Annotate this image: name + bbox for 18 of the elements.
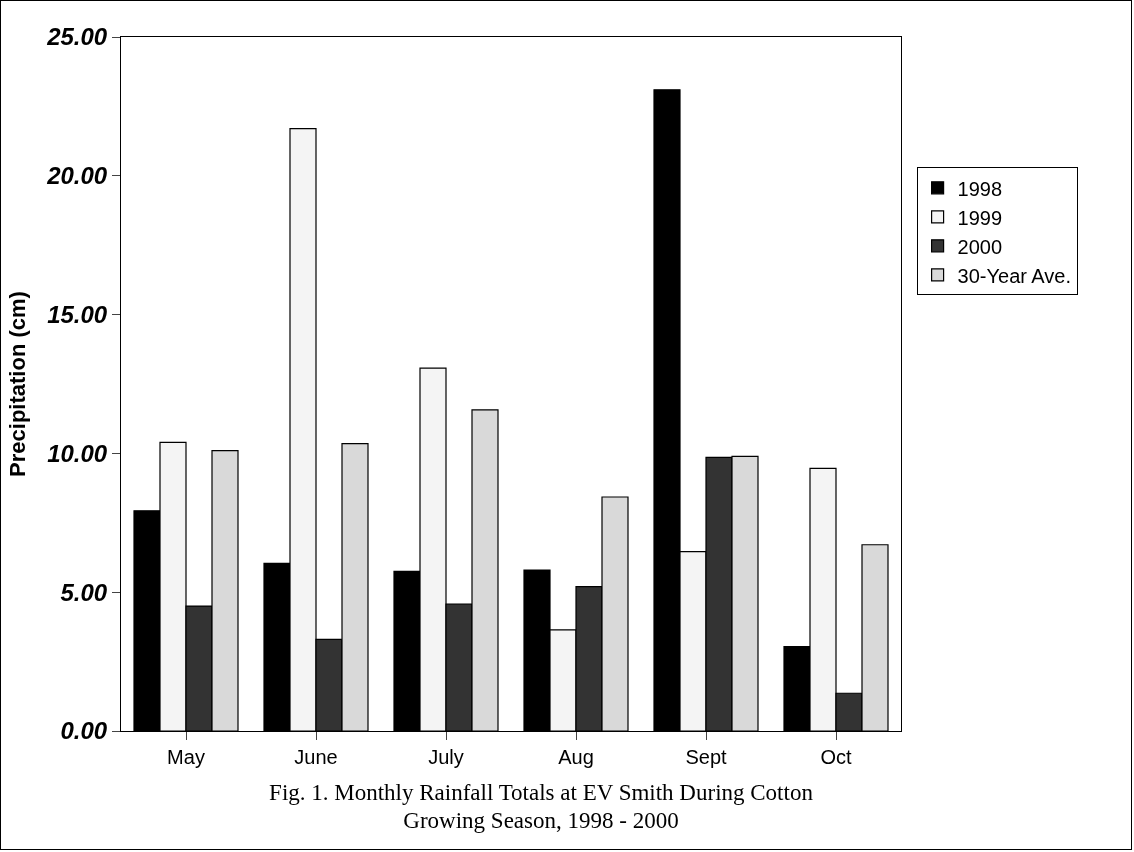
x-tick-label: July [428, 746, 464, 768]
y-tick-label: 5.00 [60, 578, 108, 606]
legend-label: 1999 [957, 206, 1003, 229]
legend-label: 30-Year Ave. [957, 264, 1072, 287]
x-tick-label: Aug [558, 746, 594, 768]
text: Fig. 1. Monthly Rainfall Totals at EV Smith During Cotton Growing Season, 1998 - 2000 [268, 779, 814, 835]
legend-label: 1998 [957, 177, 1003, 200]
y-axis-title: Precipitation (cm) [4, 291, 30, 477]
x-tick-label: June [294, 746, 338, 768]
x-tick-label: Sept [685, 746, 728, 768]
y-tick-label: 10.00 [47, 439, 108, 467]
y-tick-label: 25.00 [46, 23, 108, 51]
y-tick-label: 15.00 [47, 301, 108, 328]
y-tick-label: 0.00 [60, 717, 108, 745]
x-tick-label: May [167, 746, 205, 768]
legend-label: 2000 [957, 235, 1003, 258]
x-tick-label: Oct [820, 746, 852, 768]
y-tick-label: 20.00 [46, 162, 108, 190]
